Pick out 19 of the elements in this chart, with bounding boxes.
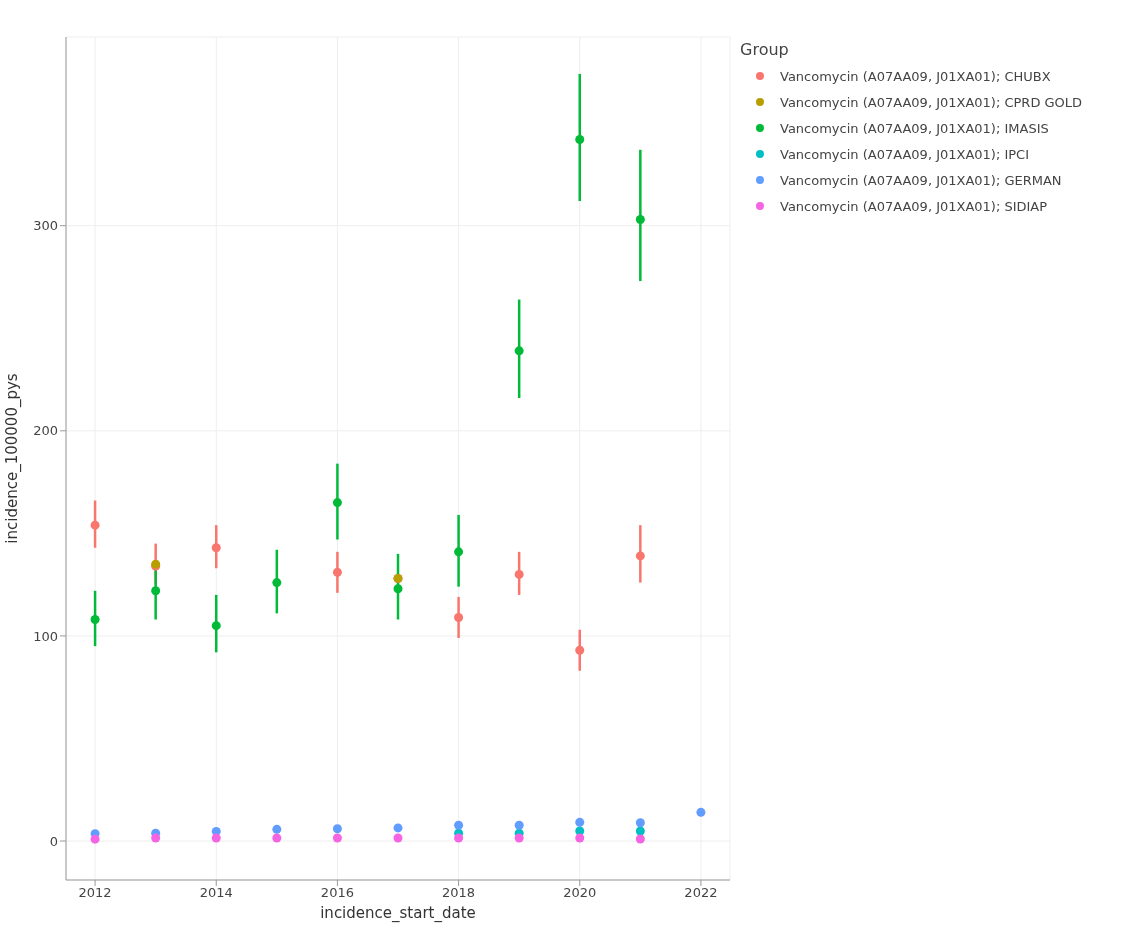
legend-label: Vancomycin (A07AA09, J01XA01); IPCI: [780, 146, 1030, 162]
x-tick-label: 2020: [563, 885, 597, 901]
y-tick-label: 0: [49, 833, 58, 849]
y-tick-label: 300: [33, 218, 58, 234]
x-axis-title: incidence_start_date: [320, 904, 476, 923]
legend-title: Group: [740, 40, 790, 59]
legend-label: Vancomycin (A07AA09, J01XA01); CPRD GOLD: [780, 94, 1083, 110]
x-tick-label: 2018: [442, 885, 476, 901]
y-tick-label: 100: [33, 628, 58, 644]
x-tick-label: 2016: [320, 885, 354, 901]
y-axis-title: incidence_100000_pys: [3, 373, 23, 544]
x-tick-label: 2014: [199, 885, 233, 901]
legend-label: Vancomycin (A07AA09, J01XA01); GERMAN: [780, 172, 1062, 188]
legend-label: Vancomycin (A07AA09, J01XA01); IMASIS: [780, 120, 1049, 136]
x-tick-label: 2022: [684, 885, 718, 901]
y-tick-label: 200: [33, 423, 58, 439]
legend-label: Vancomycin (A07AA09, J01XA01); SIDIAP: [780, 198, 1048, 214]
legend-label: Vancomycin (A07AA09, J01XA01); CHUBX: [780, 68, 1051, 84]
x-tick-label: 2012: [78, 885, 112, 901]
